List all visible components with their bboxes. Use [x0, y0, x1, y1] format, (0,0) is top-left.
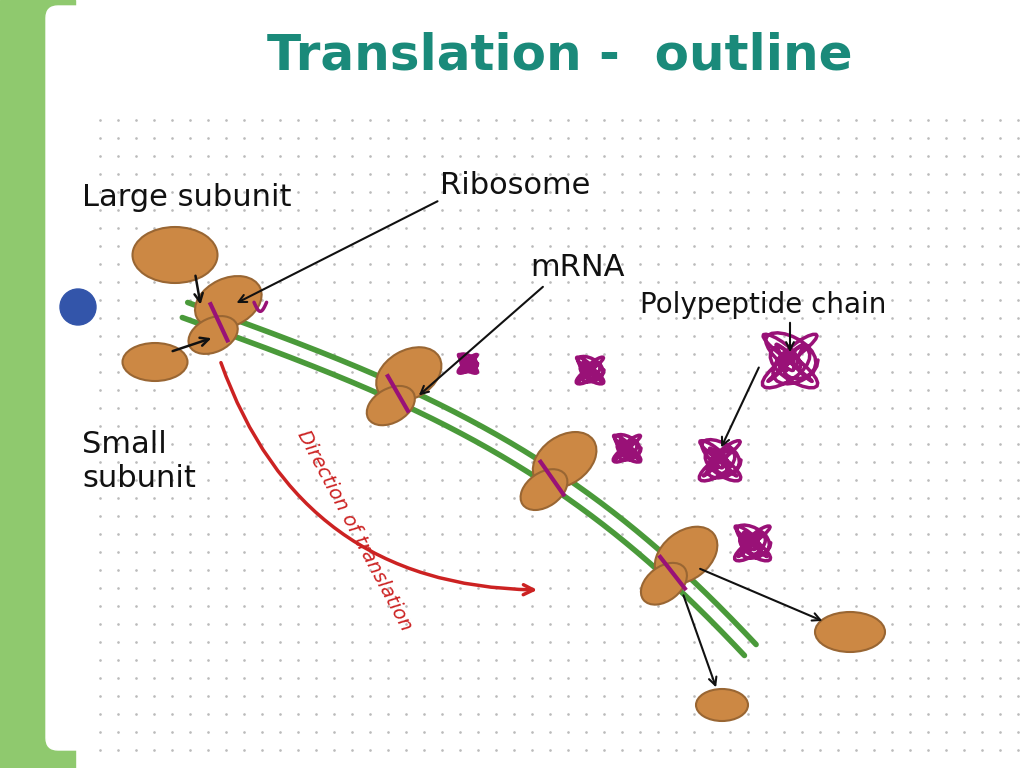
Text: Small
subunit: Small subunit	[82, 430, 196, 492]
FancyBboxPatch shape	[46, 6, 1020, 750]
Ellipse shape	[376, 347, 441, 402]
Ellipse shape	[641, 563, 687, 604]
Ellipse shape	[188, 316, 238, 354]
Text: Large subunit: Large subunit	[82, 184, 292, 213]
Text: Polypeptide chain: Polypeptide chain	[640, 291, 887, 319]
Ellipse shape	[815, 612, 885, 652]
Ellipse shape	[367, 386, 415, 425]
Ellipse shape	[520, 469, 567, 510]
Ellipse shape	[132, 227, 217, 283]
Text: Translation -  outline: Translation - outline	[267, 31, 853, 79]
FancyArrowPatch shape	[221, 362, 534, 594]
Text: Ribosome: Ribosome	[440, 170, 591, 200]
Circle shape	[60, 289, 96, 325]
Ellipse shape	[532, 432, 596, 488]
Ellipse shape	[195, 276, 261, 329]
Text: Direction of translation: Direction of translation	[294, 426, 416, 634]
Bar	[0, 0, 75, 768]
Text: mRNA: mRNA	[530, 253, 625, 283]
Ellipse shape	[696, 689, 748, 721]
Ellipse shape	[123, 343, 187, 381]
Ellipse shape	[654, 527, 718, 584]
